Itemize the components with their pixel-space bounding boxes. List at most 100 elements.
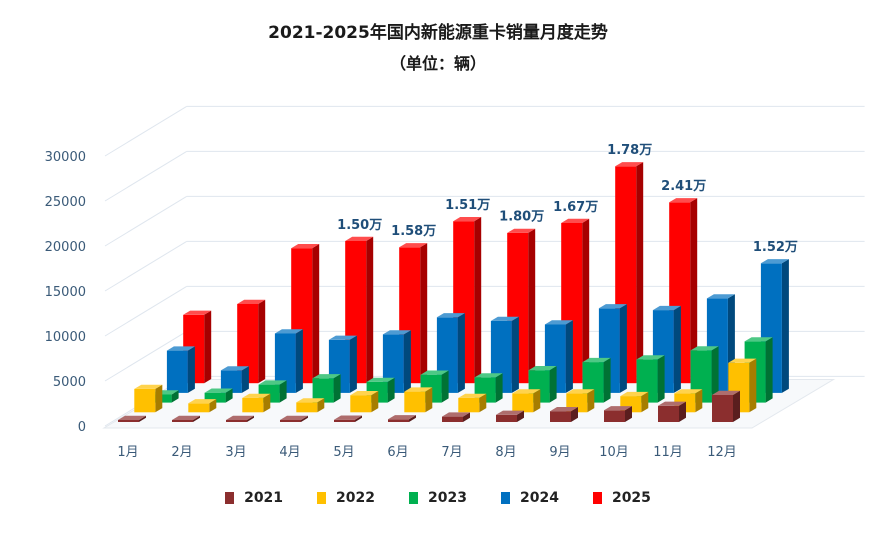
bar-front — [550, 411, 571, 422]
bar-side — [279, 380, 287, 403]
bar-2024-2月 — [220, 366, 249, 393]
chart-title: 2021-2025年国内新能源重卡销量月度走势 — [268, 23, 608, 43]
bar-top — [345, 236, 374, 241]
bar-2022-7月 — [458, 393, 487, 413]
data-label: 1.78万 — [607, 143, 652, 158]
bar-side — [533, 389, 541, 413]
bar-top — [420, 370, 449, 375]
bar-front — [220, 370, 242, 393]
bar-side — [582, 218, 590, 384]
bar-side — [517, 410, 524, 422]
bar-top — [582, 357, 611, 363]
bar-side — [441, 370, 449, 403]
grid-line-diagonal — [104, 150, 187, 202]
bar-top — [237, 299, 266, 304]
x-tick-label: 3月 — [225, 445, 246, 460]
bar-side — [295, 329, 303, 393]
bar-top — [442, 412, 470, 417]
grid-line-diagonal — [104, 105, 187, 157]
bar-top — [166, 346, 195, 351]
bar-side — [312, 244, 320, 384]
bar-top — [399, 243, 428, 248]
bar-top — [453, 217, 482, 222]
bar-top — [274, 329, 303, 334]
bar-2022-2月 — [188, 399, 217, 413]
bar-2021-10月 — [604, 406, 632, 422]
bar-front — [204, 392, 226, 403]
legend-item-2021: 2021 — [225, 490, 283, 506]
bar-2022-5月 — [350, 391, 379, 413]
bar-side — [679, 401, 686, 422]
bar-top — [490, 316, 519, 321]
bars — [118, 162, 789, 422]
bar-front — [166, 350, 188, 393]
data-label: 2.41万 — [661, 179, 706, 194]
bar-top — [566, 389, 595, 394]
bar-top — [669, 198, 698, 203]
bar-side — [457, 313, 465, 393]
bar-front — [188, 403, 210, 413]
bar-2025-2月 — [237, 299, 266, 384]
bar-top — [658, 401, 686, 406]
bar-top — [296, 398, 325, 403]
bar-side — [366, 236, 374, 384]
bar-front — [442, 416, 463, 422]
y-tick-label: 10000 — [45, 330, 86, 345]
bar-side — [403, 330, 411, 393]
y-tick-label: 15000 — [45, 285, 86, 300]
bar-top — [118, 415, 146, 420]
data-label: 1.67万 — [553, 200, 598, 215]
bar-top — [291, 244, 320, 249]
bar-side — [209, 399, 217, 413]
bar-2021-7月 — [442, 412, 470, 422]
bar-top — [728, 358, 757, 363]
y-tick-label: 30000 — [45, 150, 86, 165]
x-tick-label: 11月 — [653, 445, 683, 460]
bar-front — [242, 397, 264, 413]
bar-top — [528, 366, 557, 371]
data-label: 1.51万 — [445, 198, 490, 213]
bar-side — [641, 391, 649, 413]
chart-legend: 2021 2022 2023 2024 2025 — [0, 490, 876, 506]
x-tick-label: 8月 — [495, 445, 516, 460]
bar-side — [241, 366, 249, 393]
bar-side — [571, 407, 578, 422]
bar-side — [781, 259, 789, 393]
data-label: 1.80万 — [499, 210, 544, 225]
bar-top — [226, 415, 254, 420]
bar-top — [652, 305, 681, 311]
bar-top — [620, 391, 649, 397]
bar-side — [479, 393, 487, 413]
bar-top — [544, 320, 573, 325]
bar-front — [226, 420, 247, 422]
bar-top — [188, 399, 217, 404]
bar-2023-4月 — [312, 374, 341, 403]
bar-side — [733, 390, 740, 422]
bar-top — [258, 380, 287, 385]
x-tick-label: 4月 — [279, 445, 300, 460]
x-tick-label: 7月 — [441, 445, 462, 460]
bar-side — [225, 388, 233, 403]
legend-swatch — [500, 492, 510, 504]
bar-side — [565, 320, 573, 393]
bar-2021-11月 — [658, 401, 686, 422]
x-tick-label: 10月 — [599, 445, 629, 460]
bar-top — [636, 355, 665, 360]
legend-swatch — [592, 492, 602, 504]
bar-front — [134, 388, 156, 413]
legend-swatch — [225, 492, 235, 504]
y-tick-label: 5000 — [53, 375, 86, 390]
bar-top — [404, 387, 433, 392]
bar-top — [220, 366, 249, 371]
bar-side — [765, 337, 773, 403]
bar-side — [193, 415, 200, 422]
bar-front — [172, 420, 193, 422]
bar-side — [636, 162, 644, 384]
bar-side — [258, 299, 266, 384]
data-label: 1.50万 — [337, 218, 382, 233]
bar-front — [496, 414, 517, 422]
legend-label: 2023 — [428, 490, 467, 506]
bar-top — [366, 377, 395, 382]
legend-item-2022: 2022 — [317, 490, 375, 506]
